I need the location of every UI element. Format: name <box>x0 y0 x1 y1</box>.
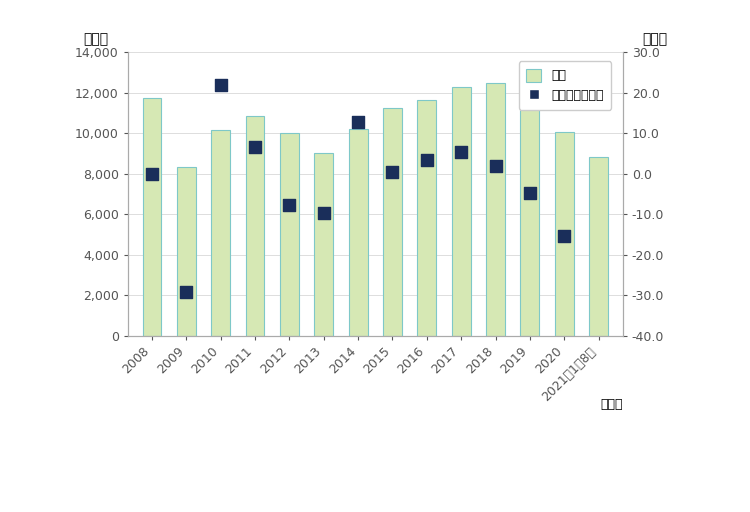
Bar <box>520 95 539 336</box>
Bar <box>245 116 265 336</box>
Point <box>284 201 296 209</box>
Bar <box>142 98 161 336</box>
Point <box>352 117 364 125</box>
Text: （％）: （％） <box>642 33 668 47</box>
Bar <box>555 132 574 336</box>
Point <box>524 189 536 197</box>
Point <box>146 169 158 178</box>
Bar <box>486 82 505 336</box>
Bar <box>383 108 402 336</box>
Bar <box>590 157 608 336</box>
Bar <box>211 130 230 336</box>
Bar <box>177 167 196 336</box>
Point <box>386 167 398 176</box>
Point <box>490 162 502 170</box>
Bar <box>452 87 471 336</box>
Point <box>421 156 433 164</box>
Legend: 件数, 前年比（右軸）: 件数, 前年比（右軸） <box>519 61 611 110</box>
Bar <box>349 129 368 336</box>
Text: （年）: （年） <box>600 398 622 411</box>
Point <box>558 231 570 240</box>
Point <box>318 209 330 218</box>
Bar <box>280 133 298 336</box>
Bar <box>418 100 436 336</box>
Point <box>214 81 226 90</box>
Text: （件）: （件） <box>83 33 109 47</box>
Point <box>249 142 261 151</box>
Point <box>455 148 467 156</box>
Bar <box>314 153 333 336</box>
Point <box>180 288 192 296</box>
